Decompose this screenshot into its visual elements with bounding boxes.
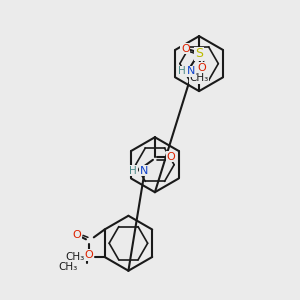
Text: H: H — [130, 166, 137, 176]
Text: O: O — [85, 250, 93, 260]
Text: S: S — [195, 47, 203, 60]
Text: CH₃: CH₃ — [58, 262, 77, 272]
Text: O: O — [166, 152, 175, 162]
Text: O: O — [198, 63, 206, 73]
Text: N: N — [187, 67, 195, 76]
Text: CH₃: CH₃ — [66, 252, 85, 262]
Text: N: N — [140, 166, 148, 176]
Text: CH₃: CH₃ — [189, 74, 209, 83]
Text: O: O — [73, 230, 82, 240]
Text: O: O — [181, 44, 190, 54]
Text: H: H — [178, 67, 185, 76]
